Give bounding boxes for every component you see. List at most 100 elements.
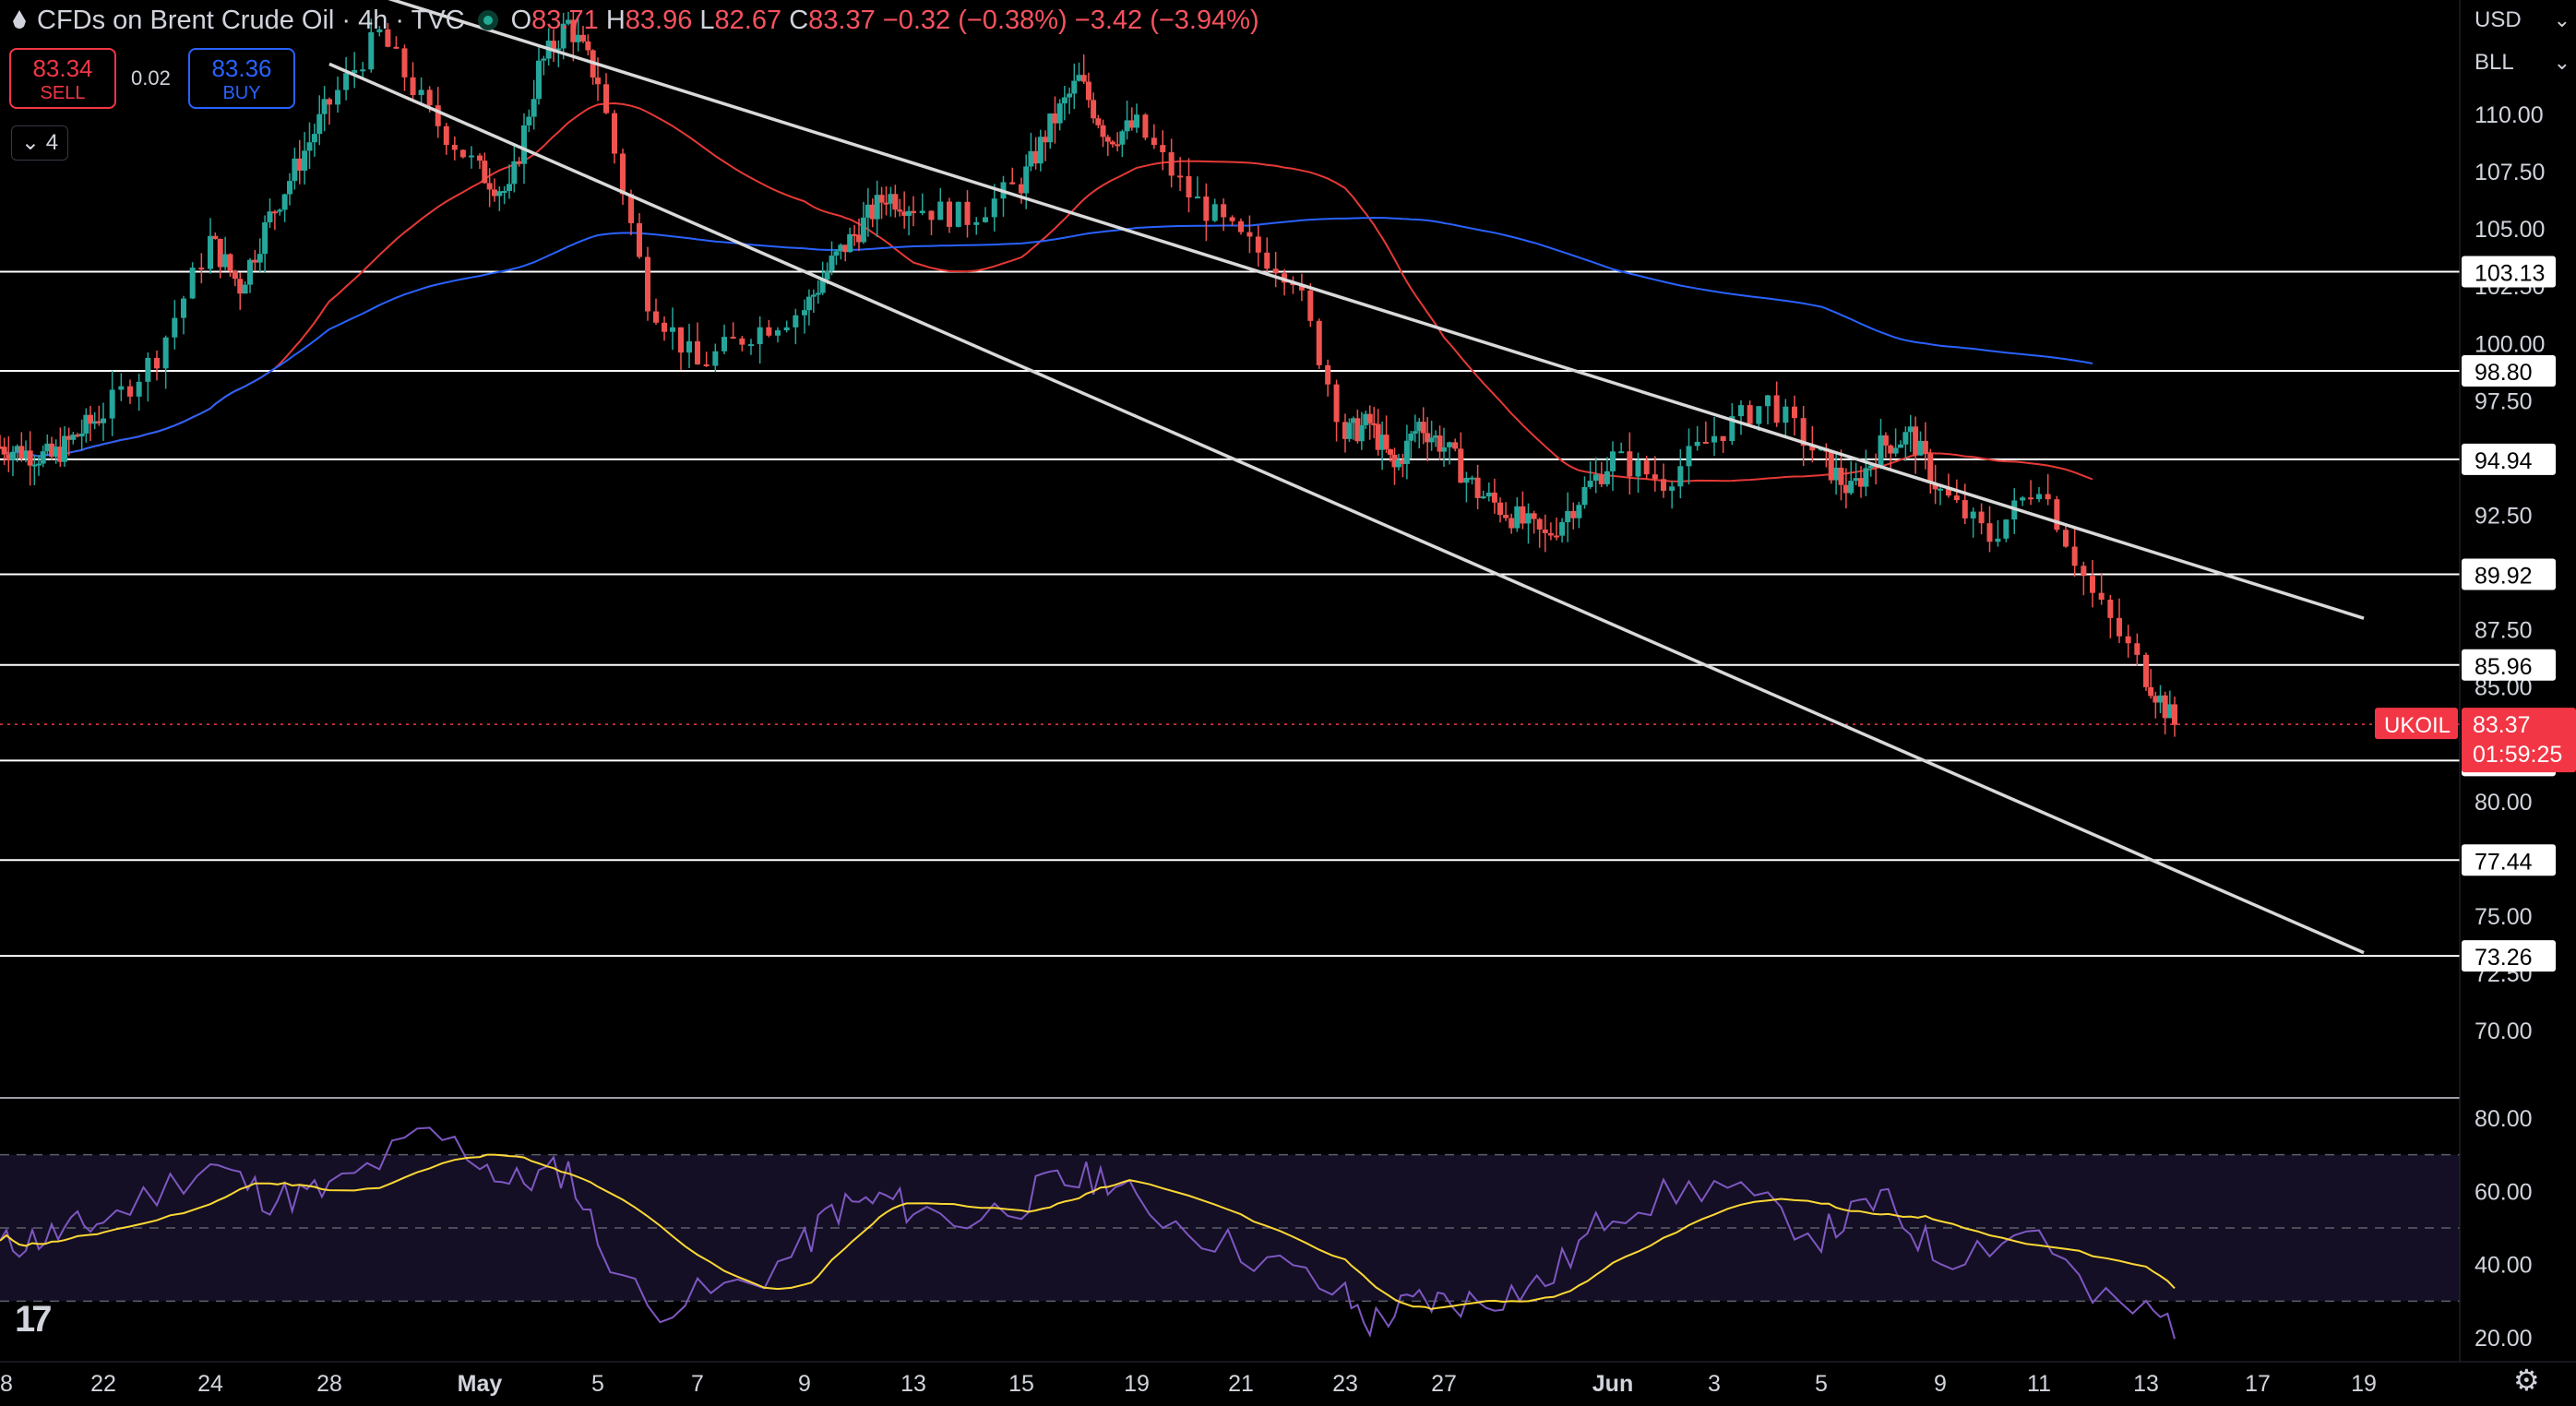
time-tick-label: 5 xyxy=(591,1371,604,1397)
candle-body xyxy=(541,58,547,61)
candle-body xyxy=(757,327,763,345)
candle-body xyxy=(1525,513,1532,524)
candle-body xyxy=(1531,513,1537,519)
low-label: L xyxy=(699,5,715,35)
candle-body xyxy=(281,194,288,210)
candle-body xyxy=(91,421,98,424)
gear-icon[interactable]: ⚙ xyxy=(2513,1364,2540,1397)
candle-body xyxy=(570,19,577,42)
sell-button[interactable]: 83.34 SELL xyxy=(9,48,116,109)
candle-body xyxy=(536,60,542,100)
tradingview-logo-icon[interactable]: 17 xyxy=(15,1299,52,1340)
candle-body xyxy=(1142,114,1149,138)
candle-body xyxy=(815,292,821,295)
candle-body xyxy=(1892,447,1899,454)
candle-body xyxy=(262,222,268,255)
candle-body xyxy=(1119,131,1126,145)
candle-body xyxy=(575,34,581,42)
buy-button[interactable]: 83.36 BUY xyxy=(188,48,295,109)
chevron-down-icon: ⌄ xyxy=(2553,8,2570,31)
candle-body xyxy=(686,340,692,353)
candle-body xyxy=(2162,695,2168,719)
candle-body xyxy=(1970,511,1976,518)
time-tick-label: 11 xyxy=(2027,1371,2051,1397)
candle-body xyxy=(1661,479,1666,491)
candle-body xyxy=(897,209,903,212)
countdown-label: 01:59:25 xyxy=(2473,742,2562,768)
price-tick-label: 70.00 xyxy=(2475,1019,2533,1044)
candle-body xyxy=(172,317,178,338)
candle-body xyxy=(1177,175,1184,178)
candle-body xyxy=(1627,451,1633,477)
candle-body xyxy=(1913,426,1919,456)
symbol-title[interactable]: CFDs on Brent Crude Oil · 4h · TVC xyxy=(37,5,465,35)
candle-body xyxy=(418,89,424,95)
candle-body xyxy=(1238,220,1244,232)
candle-body xyxy=(670,327,675,332)
indicator-count: 4 xyxy=(45,130,59,155)
candle-body xyxy=(2117,617,2122,637)
candle-body xyxy=(2081,566,2087,577)
time-tick-label: 5 xyxy=(1815,1371,1828,1397)
candle-body xyxy=(919,210,925,214)
level-tag xyxy=(2462,355,2556,387)
level-tag-label: 98.80 xyxy=(2475,360,2533,386)
candle-body xyxy=(1907,426,1914,433)
candle-body xyxy=(842,244,849,253)
candle-body xyxy=(118,386,125,390)
candle-body xyxy=(1160,145,1166,153)
candle-body xyxy=(2134,643,2141,655)
trendline-lower xyxy=(328,62,2365,955)
candle-body xyxy=(296,158,303,171)
candle-body xyxy=(53,447,59,457)
time-tick-label: 19 xyxy=(2351,1371,2377,1397)
candle-body xyxy=(1458,448,1464,483)
candle-body xyxy=(343,73,350,90)
candle-body xyxy=(1067,93,1073,98)
candle-body xyxy=(1514,506,1521,529)
rsi-line xyxy=(0,1126,2176,1340)
rsi-ma-line xyxy=(0,1153,2176,1310)
change-value: −0.32 (−0.38%) xyxy=(882,5,1067,35)
candle-body xyxy=(2063,530,2069,547)
candle-body xyxy=(1598,474,1604,484)
candle-body xyxy=(2172,704,2177,725)
candle-body xyxy=(1643,460,1650,475)
candle-body xyxy=(1474,477,1481,498)
change-total-value: −3.42 (−3.94%) xyxy=(1074,5,1259,35)
candle-body xyxy=(1888,445,1894,454)
candle-body xyxy=(1080,75,1087,82)
level-tag-label: 89.92 xyxy=(2475,563,2533,589)
candle-body xyxy=(1480,496,1486,499)
time-tick-label: 28 xyxy=(316,1371,342,1397)
candle-body xyxy=(208,235,213,269)
candle-body xyxy=(1809,446,1816,451)
oil-drop-icon xyxy=(13,10,26,29)
candle-body xyxy=(88,414,93,424)
candle-body xyxy=(783,327,790,331)
candle-body xyxy=(75,435,80,437)
price-tick-label: 97.50 xyxy=(2475,388,2533,414)
time-tick-label: 21 xyxy=(1228,1371,1254,1397)
candle-body xyxy=(983,217,988,222)
candle-body xyxy=(1858,478,1864,487)
candle-body xyxy=(603,84,609,113)
open-value: 83.71 xyxy=(531,5,599,35)
candle-body xyxy=(10,451,16,460)
candle-body xyxy=(321,99,328,114)
candle-body xyxy=(1783,406,1789,423)
unit-select[interactable]: BLL ⌄ xyxy=(2473,42,2574,83)
candle-body xyxy=(1738,405,1744,417)
candle-body xyxy=(2071,546,2078,566)
candle-body xyxy=(1076,75,1082,81)
candle-body xyxy=(1316,320,1322,365)
currency-select[interactable]: USD ⌄ xyxy=(2473,0,2574,41)
candle-body xyxy=(1677,466,1684,487)
candle-body xyxy=(181,298,186,318)
indicators-toggle-button[interactable]: ⌄ 4 xyxy=(11,125,68,161)
high-label: H xyxy=(605,5,626,35)
candle-body xyxy=(1363,413,1369,425)
candle-body xyxy=(566,19,571,24)
candle-body xyxy=(1922,440,1928,455)
